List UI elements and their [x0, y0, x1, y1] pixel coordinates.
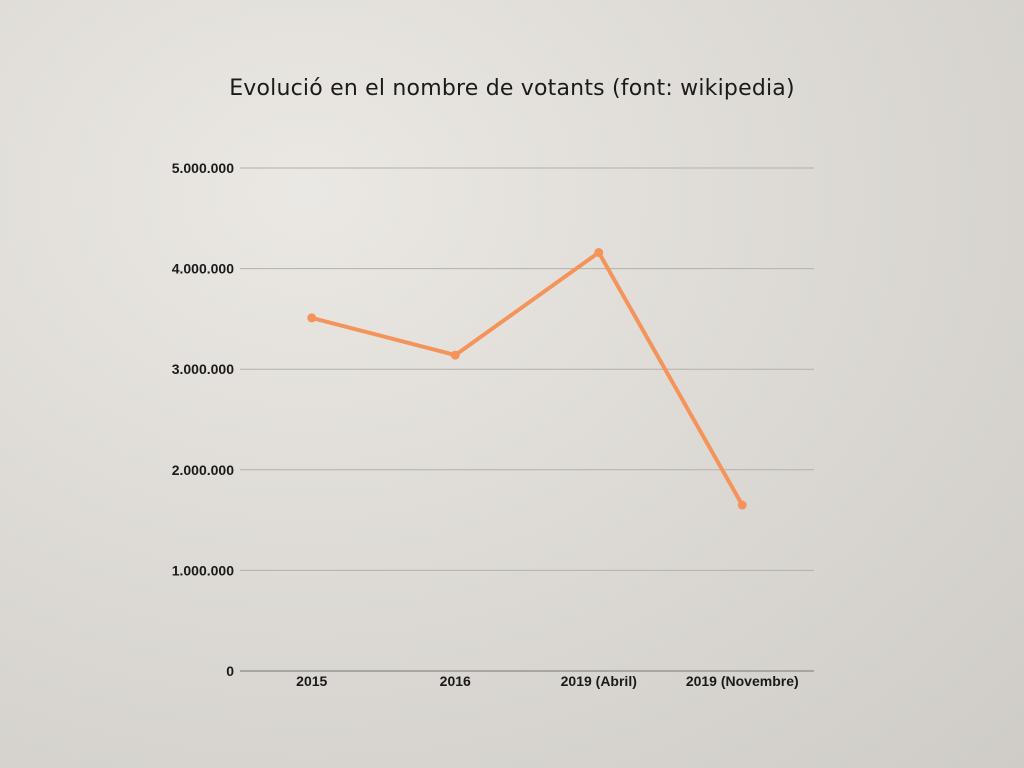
- data-point: [594, 248, 604, 258]
- gridlines: [240, 167, 814, 672]
- data-point: [307, 313, 317, 323]
- y-tick-label: 3.000.000: [172, 361, 234, 377]
- x-tick-label: 2016: [440, 673, 471, 689]
- x-tick-label: 2019 (Abril): [561, 673, 637, 689]
- x-tick-label: 2015: [296, 673, 327, 689]
- chart-title: Evolució en el nombre de votants (font: …: [229, 76, 795, 101]
- x-tick-label: 2019 (Novembre): [686, 673, 799, 689]
- series-layer: [307, 248, 747, 510]
- x-axis-ticks: 2015 2016 2019 (Abril) 2019 (Novembre): [296, 673, 798, 689]
- y-tick-label: 2.000.000: [172, 462, 234, 478]
- series-line: [309, 250, 745, 508]
- y-tick-label: 5.000.000: [172, 160, 234, 176]
- y-tick-label: 0: [226, 663, 234, 679]
- data-point: [450, 350, 460, 360]
- y-tick-label: 4.000.000: [172, 261, 234, 277]
- y-axis-ticks: 0 1.000.000 2.000.000 3.000.000 4.000.000 5.0…: [172, 160, 235, 679]
- y-tick-label: 1.000.000: [172, 562, 234, 578]
- data-point: [737, 500, 747, 510]
